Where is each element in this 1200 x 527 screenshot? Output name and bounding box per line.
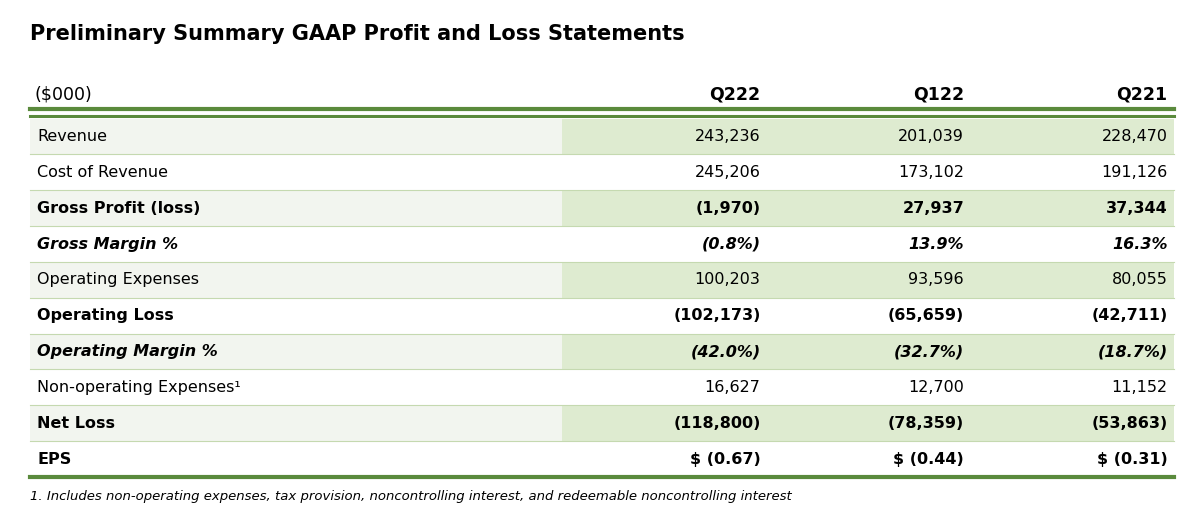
Text: $ (0.31): $ (0.31) — [1097, 452, 1168, 466]
Text: Preliminary Summary GAAP Profit and Loss Statements: Preliminary Summary GAAP Profit and Loss… — [30, 24, 685, 44]
Text: 100,203: 100,203 — [695, 272, 761, 287]
Text: Revenue: Revenue — [37, 129, 107, 144]
Text: (1,970): (1,970) — [696, 201, 761, 216]
Text: Operating Margin %: Operating Margin % — [37, 344, 218, 359]
Text: (42.0%): (42.0%) — [690, 344, 761, 359]
Text: $ (0.67): $ (0.67) — [690, 452, 761, 466]
Text: 245,206: 245,206 — [695, 165, 761, 180]
Text: (0.8%): (0.8%) — [702, 237, 761, 251]
Text: Q222: Q222 — [709, 86, 761, 104]
Text: (42,711): (42,711) — [1092, 308, 1168, 323]
Text: Operating Expenses: Operating Expenses — [37, 272, 199, 287]
Text: Gross Margin %: Gross Margin % — [37, 237, 179, 251]
Text: 13.9%: 13.9% — [908, 237, 964, 251]
Text: Operating Loss: Operating Loss — [37, 308, 174, 323]
Text: Net Loss: Net Loss — [37, 416, 115, 431]
Text: 173,102: 173,102 — [898, 165, 964, 180]
Text: Gross Profit (loss): Gross Profit (loss) — [37, 201, 200, 216]
Text: (18.7%): (18.7%) — [1098, 344, 1168, 359]
Text: 27,937: 27,937 — [902, 201, 964, 216]
Text: Cost of Revenue: Cost of Revenue — [37, 165, 168, 180]
Text: 16,627: 16,627 — [704, 380, 761, 395]
Text: 11,152: 11,152 — [1111, 380, 1168, 395]
Text: Q221: Q221 — [1116, 86, 1168, 104]
Text: 191,126: 191,126 — [1102, 165, 1168, 180]
Text: (118,800): (118,800) — [673, 416, 761, 431]
Text: (78,359): (78,359) — [888, 416, 964, 431]
Text: 80,055: 80,055 — [1111, 272, 1168, 287]
Text: 37,344: 37,344 — [1106, 201, 1168, 216]
Text: ($000): ($000) — [35, 86, 92, 104]
Text: 93,596: 93,596 — [908, 272, 964, 287]
Text: 1. Includes non-operating expenses, tax provision, noncontrolling interest, and : 1. Includes non-operating expenses, tax … — [30, 490, 792, 503]
Text: $ (0.44): $ (0.44) — [893, 452, 964, 466]
Text: 12,700: 12,700 — [908, 380, 964, 395]
Text: (32.7%): (32.7%) — [894, 344, 964, 359]
Text: (65,659): (65,659) — [888, 308, 964, 323]
Text: Q122: Q122 — [913, 86, 964, 104]
Text: 201,039: 201,039 — [899, 129, 964, 144]
Text: (102,173): (102,173) — [673, 308, 761, 323]
Text: 243,236: 243,236 — [695, 129, 761, 144]
Text: Non-operating Expenses¹: Non-operating Expenses¹ — [37, 380, 241, 395]
Text: 228,470: 228,470 — [1102, 129, 1168, 144]
Text: EPS: EPS — [37, 452, 72, 466]
Text: 16.3%: 16.3% — [1112, 237, 1168, 251]
Text: (53,863): (53,863) — [1092, 416, 1168, 431]
